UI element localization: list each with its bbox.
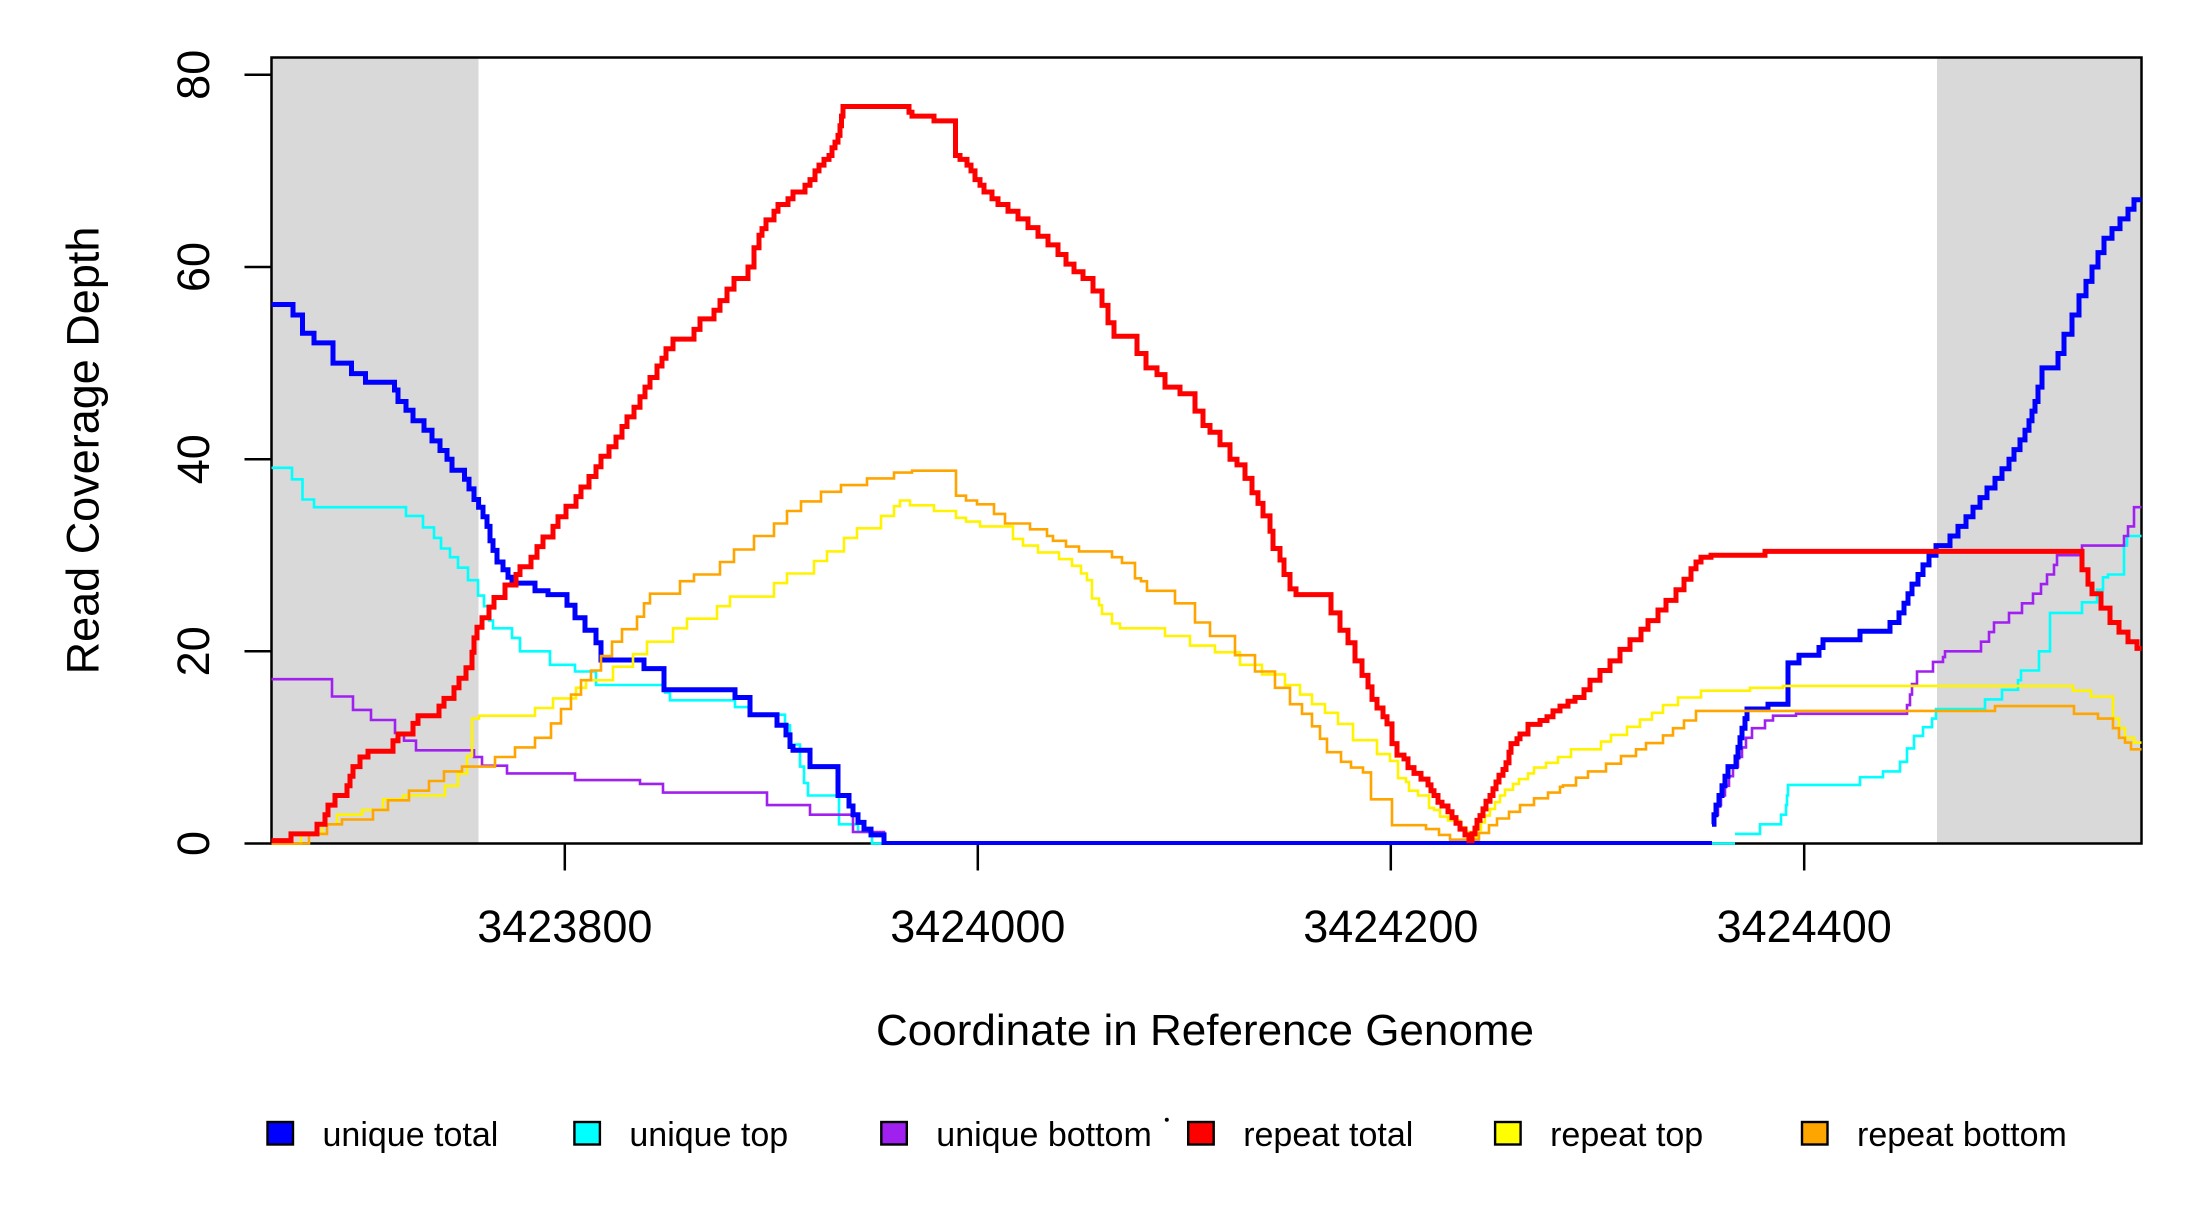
svg-text:unique top: unique top <box>629 1116 788 1154</box>
svg-text:3423800: 3423800 <box>477 901 652 952</box>
svg-text:3424200: 3424200 <box>1303 901 1478 952</box>
svg-text:repeat total: repeat total <box>1243 1116 1413 1154</box>
svg-text:3424000: 3424000 <box>890 901 1065 952</box>
svg-text:0: 0 <box>168 831 219 856</box>
svg-text:20: 20 <box>168 626 219 676</box>
svg-text:repeat top: repeat top <box>1550 1116 1703 1154</box>
svg-text:3424400: 3424400 <box>1717 901 1892 952</box>
svg-text:Read Coverage Depth: Read Coverage Depth <box>58 227 109 675</box>
svg-text:40: 40 <box>168 434 219 484</box>
svg-text:unique total: unique total <box>323 1116 499 1154</box>
svg-text:60: 60 <box>168 242 219 292</box>
svg-text:unique bottom: unique bottom <box>936 1116 1152 1154</box>
svg-text:Coordinate in Reference Genome: Coordinate in Reference Genome <box>876 1006 1534 1055</box>
svg-text:repeat bottom: repeat bottom <box>1857 1116 2067 1154</box>
svg-text:80: 80 <box>168 50 219 100</box>
